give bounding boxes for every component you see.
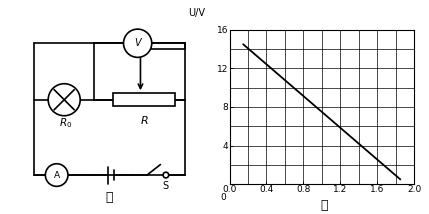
Text: S: S [163, 181, 169, 191]
Circle shape [48, 84, 80, 116]
Text: $R$: $R$ [140, 114, 148, 126]
Text: 0: 0 [220, 193, 226, 202]
Circle shape [163, 172, 169, 178]
Text: $R_0$: $R_0$ [59, 116, 73, 130]
Circle shape [45, 164, 68, 186]
Text: V: V [134, 38, 141, 48]
Bar [113, 93, 175, 106]
Text: 甲: 甲 [106, 191, 113, 204]
Text: U/V: U/V [188, 8, 205, 18]
Circle shape [124, 29, 152, 57]
Text: A: A [54, 171, 60, 180]
Text: 乙: 乙 [320, 199, 328, 212]
